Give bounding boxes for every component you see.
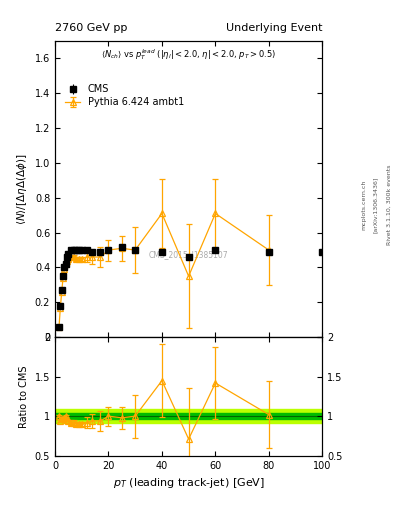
Text: Underlying Event: Underlying Event [226,23,322,33]
Text: CMS_2015_I1385107: CMS_2015_I1385107 [149,250,228,259]
Text: [arXiv:1306.3436]: [arXiv:1306.3436] [373,177,378,233]
Text: $\langle N_{ch}\rangle$ vs $p_T^{lead}$ ($|\eta_l|<2.0$, $\eta|<2.0$, $p_T>0.5$): $\langle N_{ch}\rangle$ vs $p_T^{lead}$ … [101,47,276,62]
Text: 2760 GeV pp: 2760 GeV pp [55,23,127,33]
Text: Rivet 3.1.10, 300k events: Rivet 3.1.10, 300k events [387,164,391,245]
Y-axis label: $\langle N\rangle/[\Delta\eta\Delta(\Delta\phi)]$: $\langle N\rangle/[\Delta\eta\Delta(\Del… [15,154,29,225]
Legend: CMS, Pythia 6.424 ambt1: CMS, Pythia 6.424 ambt1 [62,81,187,110]
Y-axis label: Ratio to CMS: Ratio to CMS [19,365,29,428]
X-axis label: $p_T$ (leading track-jet) [GeV]: $p_T$ (leading track-jet) [GeV] [113,476,264,490]
Text: mcplots.cern.ch: mcplots.cern.ch [361,180,366,230]
